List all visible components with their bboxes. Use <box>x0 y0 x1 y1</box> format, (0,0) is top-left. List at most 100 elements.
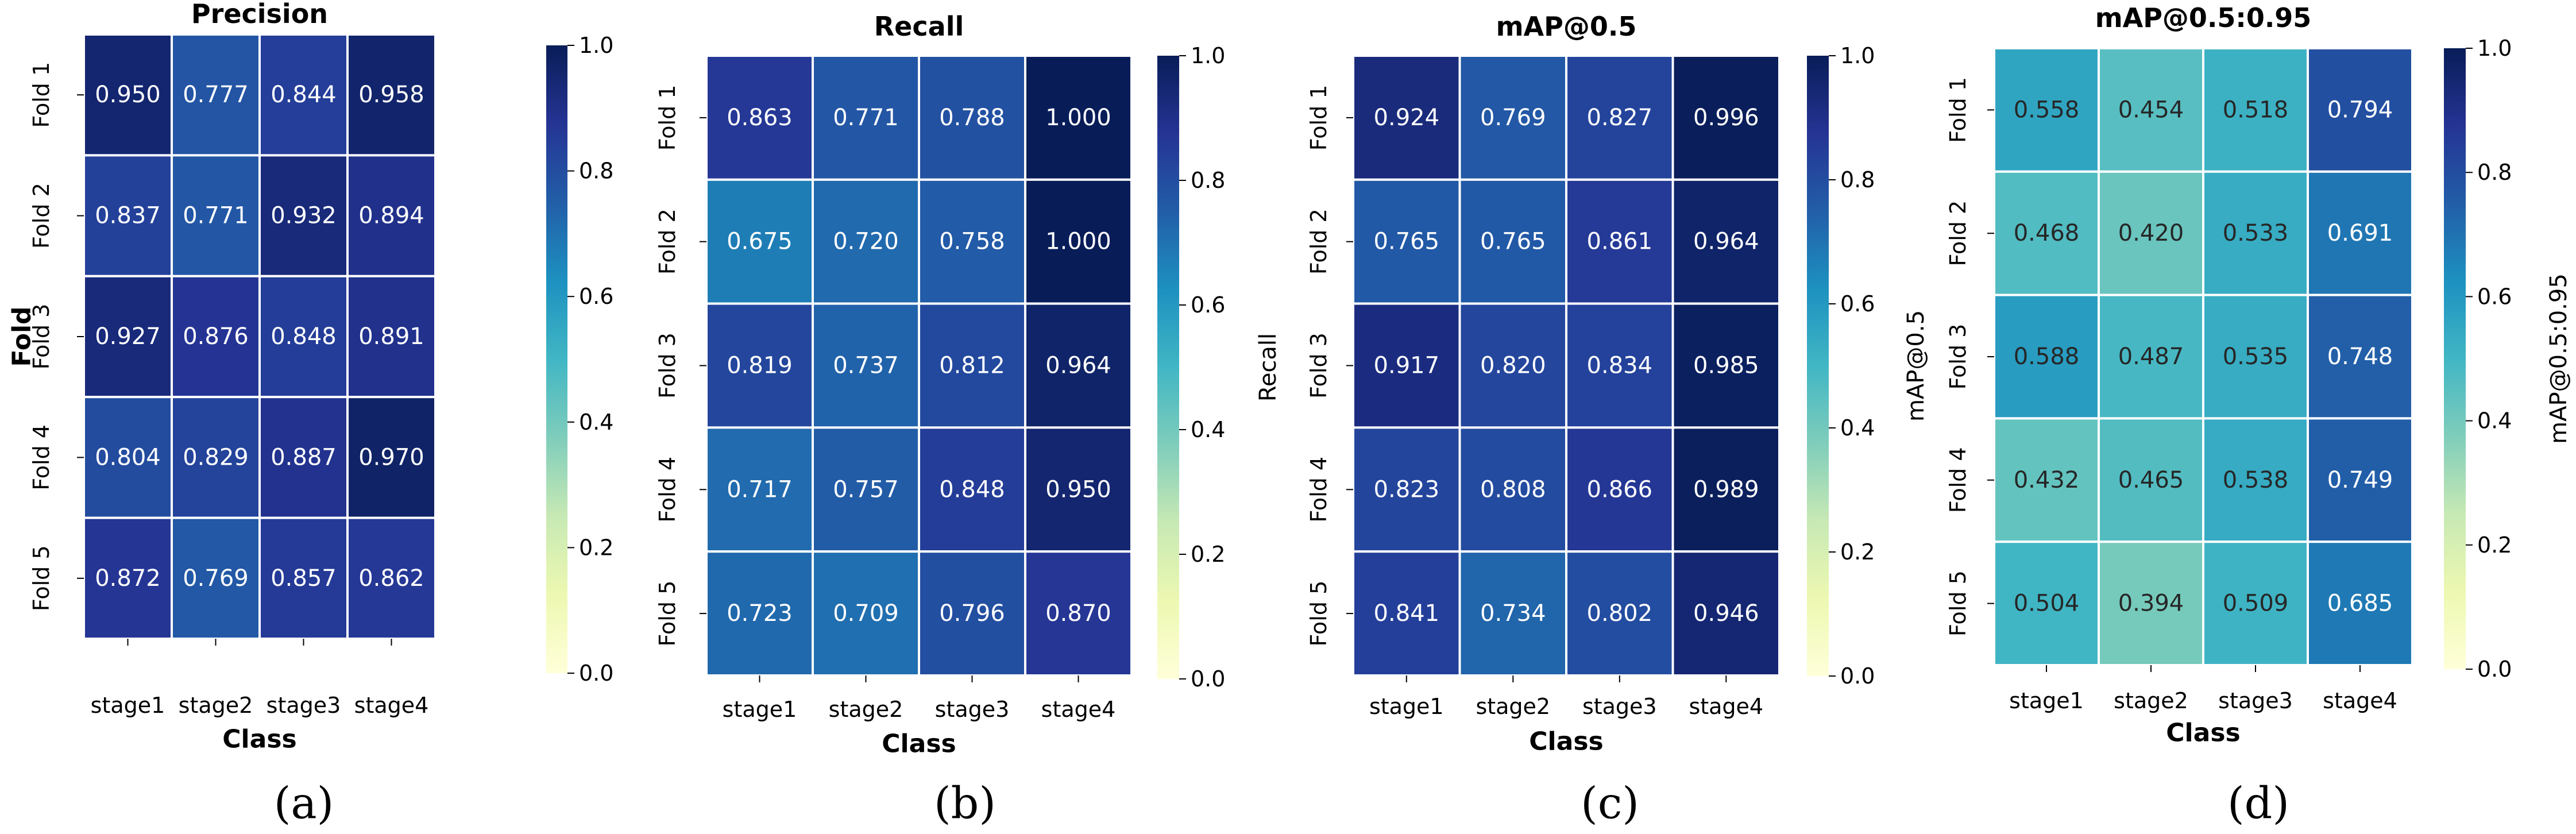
heatmap-cell <box>1671 178 1781 305</box>
heatmap-cell <box>346 33 437 157</box>
cell-value-label: 0.932 <box>271 203 337 229</box>
heatmap-cell <box>812 55 920 181</box>
heatmap-cell <box>812 550 920 677</box>
colorbar-tick-label: 0.8 <box>1191 168 1225 193</box>
heatmap-cell <box>1671 302 1781 429</box>
heatmap-cell <box>346 154 437 277</box>
heatmap-cell <box>2202 417 2309 543</box>
cell-value-label: 0.958 <box>358 82 424 108</box>
cell-value-label: 0.788 <box>939 105 1005 131</box>
x-tick-label: stage1 <box>2009 688 2084 713</box>
heatmap-cell <box>2098 540 2204 667</box>
cell-value-label: 0.538 <box>2223 467 2289 493</box>
heatmap-cell <box>2307 47 2413 173</box>
colorbar-label: Recall <box>1255 333 1281 401</box>
cell-value-label: 0.823 <box>1374 476 1440 503</box>
cell-value-label: 0.717 <box>727 476 793 503</box>
heatmap-cell <box>346 275 437 399</box>
heatmap-cell <box>918 550 1026 677</box>
cell-value-label: 0.989 <box>1693 476 1759 503</box>
heatmap-cell <box>258 516 349 640</box>
heatmap-cell <box>1671 426 1781 553</box>
colorbar-tick-label: 0.4 <box>2477 408 2512 434</box>
x-tick-label: stage2 <box>2114 688 2188 713</box>
cell-value-label: 0.454 <box>2118 96 2184 123</box>
y-tick-label: Fold 4 <box>1945 447 1971 513</box>
cell-value-label: 0.394 <box>2118 590 2184 617</box>
cell-value-label: 0.518 <box>2223 96 2289 123</box>
heatmap-cell <box>171 396 261 519</box>
colorbar-tick-label: 0.2 <box>1840 539 1875 565</box>
colorbar-tick-label: 0.4 <box>1191 417 1225 442</box>
heatmap-cell <box>171 516 261 640</box>
x-tick-label: stage4 <box>354 693 429 718</box>
x-axis-label: Class <box>1529 727 1603 756</box>
x-tick-label: stage2 <box>179 693 253 718</box>
cell-value-label: 0.950 <box>95 82 161 108</box>
heatmap-cell <box>918 426 1026 553</box>
cell-value-label: 0.794 <box>2327 96 2393 123</box>
x-tick-label: stage1 <box>1369 694 1444 719</box>
chart-title: Precision <box>191 0 328 29</box>
cell-value-label: 0.468 <box>2014 220 2080 246</box>
cell-value-label: 0.996 <box>1693 105 1759 131</box>
x-tick-label: stage1 <box>723 697 797 722</box>
cell-value-label: 0.829 <box>183 444 249 470</box>
cell-value-label: 1.000 <box>1045 105 1111 131</box>
x-axis-label: Class <box>222 725 296 754</box>
heatmap-cell <box>918 55 1026 181</box>
y-tick-label: Fold 1 <box>1306 85 1331 151</box>
heatmap-cell <box>812 178 920 305</box>
colorbar-tick-label: 0.8 <box>1840 167 1875 192</box>
cell-value-label: 0.734 <box>1480 600 1546 627</box>
colorbar-label: mAP@0.5:0.95 <box>2546 273 2572 444</box>
cell-value-label: 0.950 <box>1045 476 1111 503</box>
y-tick-label: Fold 1 <box>655 85 680 151</box>
heatmap-cell <box>1458 426 1567 553</box>
y-tick-label: Fold 2 <box>1945 200 1971 267</box>
y-tick-label: Fold 3 <box>655 333 680 399</box>
heatmap-cell <box>918 178 1026 305</box>
cell-value-label: 0.709 <box>833 600 899 627</box>
y-tick-label: Fold 4 <box>29 424 54 491</box>
colorbar-tick-label: 0.4 <box>1840 415 1875 441</box>
y-tick-label: Fold 3 <box>1306 333 1331 399</box>
y-tick-label: Fold 4 <box>655 457 680 523</box>
heatmap-cell <box>1352 55 1461 181</box>
cell-value-label: 0.769 <box>183 565 249 592</box>
colorbar-tick-label: 1.0 <box>579 33 613 58</box>
y-tick-label: Fold 2 <box>29 183 54 249</box>
x-axis-label: Class <box>2166 719 2240 748</box>
heatmap-cell <box>1352 302 1461 429</box>
heatmap-cell <box>1024 178 1133 305</box>
colorbar-tick-label: 0.0 <box>2477 657 2512 682</box>
heatmap-cell <box>346 396 437 519</box>
colorbar <box>546 45 567 673</box>
cell-value-label: 0.504 <box>2014 590 2080 617</box>
heatmap-cell <box>1024 550 1133 677</box>
y-tick-label: Fold 2 <box>1306 208 1331 275</box>
heatmap-cell <box>1024 55 1133 181</box>
cell-value-label: 0.588 <box>2014 343 2080 370</box>
cell-value-label: 0.870 <box>1045 600 1111 627</box>
cell-value-label: 0.861 <box>1587 229 1653 255</box>
colorbar-tick-label: 0.2 <box>579 535 613 560</box>
cell-value-label: 0.808 <box>1480 476 1546 503</box>
cell-value-label: 0.748 <box>2327 343 2393 370</box>
cell-value-label: 0.927 <box>95 323 161 350</box>
cell-value-label: 0.946 <box>1693 600 1759 627</box>
cell-value-label: 0.863 <box>727 105 793 131</box>
panel-caption: (b) <box>934 778 996 829</box>
heatmap-cell <box>1458 178 1567 305</box>
cell-value-label: 0.924 <box>1374 105 1440 131</box>
cell-value-label: 0.432 <box>2014 467 2080 493</box>
chart-title: mAP@0.5 <box>1496 11 1637 42</box>
cell-value-label: 0.857 <box>271 565 337 592</box>
cell-value-label: 0.964 <box>1045 353 1111 379</box>
heatmap-cell <box>2098 170 2204 296</box>
heatmap-cell <box>83 33 173 157</box>
heatmap-cell <box>2307 294 2413 420</box>
chart-title: Recall <box>874 11 964 42</box>
colorbar-tick-label: 0.2 <box>1191 542 1225 567</box>
